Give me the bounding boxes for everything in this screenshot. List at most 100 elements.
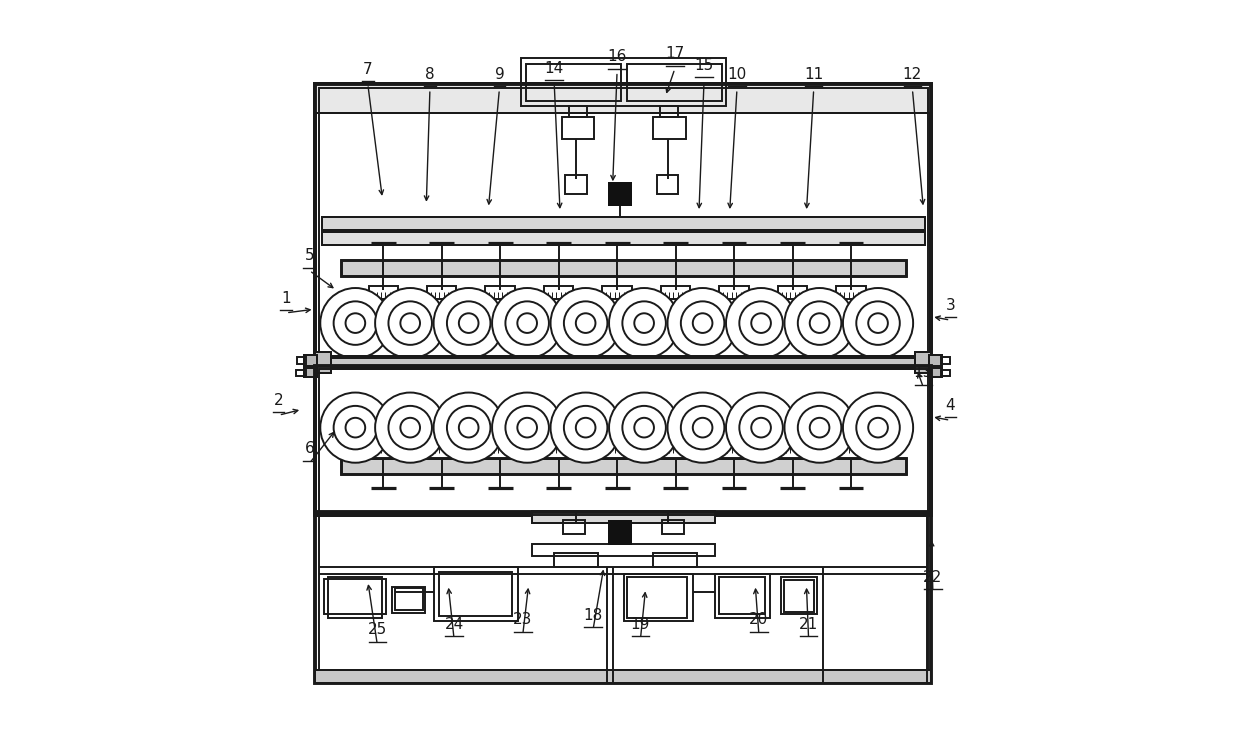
Circle shape — [693, 418, 713, 437]
Text: 16: 16 — [608, 49, 626, 64]
Text: 17: 17 — [665, 46, 684, 61]
Bar — [304, 355, 317, 366]
Bar — [532, 511, 715, 523]
Bar — [315, 84, 931, 113]
Bar — [321, 232, 925, 245]
Circle shape — [388, 406, 432, 450]
Bar — [315, 352, 331, 373]
Circle shape — [622, 301, 666, 345]
Circle shape — [857, 406, 900, 450]
Circle shape — [506, 406, 549, 450]
Bar — [315, 512, 931, 683]
Bar — [315, 84, 931, 366]
Bar — [304, 355, 317, 366]
Circle shape — [401, 314, 420, 333]
Bar — [836, 286, 866, 299]
Bar — [327, 577, 382, 618]
Text: 14: 14 — [544, 61, 564, 76]
Bar — [532, 544, 715, 556]
Bar — [321, 232, 925, 245]
Text: 20: 20 — [749, 612, 769, 627]
Bar — [527, 64, 621, 101]
Circle shape — [667, 288, 738, 358]
Bar — [304, 368, 317, 377]
Bar — [341, 458, 906, 474]
Text: 11: 11 — [804, 67, 823, 82]
Bar — [304, 368, 317, 377]
Circle shape — [785, 288, 854, 358]
Text: 4: 4 — [946, 398, 955, 413]
Circle shape — [575, 418, 595, 437]
Circle shape — [346, 314, 366, 333]
Circle shape — [751, 314, 771, 333]
Text: 3: 3 — [946, 298, 955, 313]
Circle shape — [517, 314, 537, 333]
Circle shape — [609, 288, 680, 358]
Circle shape — [843, 393, 913, 463]
Circle shape — [739, 301, 782, 345]
Bar — [434, 567, 517, 621]
Text: 2: 2 — [274, 393, 284, 408]
Bar — [521, 58, 725, 106]
Circle shape — [751, 418, 771, 437]
Circle shape — [739, 406, 782, 450]
Text: 8: 8 — [425, 67, 435, 82]
Text: 5: 5 — [305, 248, 314, 263]
Circle shape — [797, 301, 841, 345]
Bar — [554, 553, 598, 567]
Circle shape — [681, 301, 724, 345]
Circle shape — [459, 418, 479, 437]
Text: 21: 21 — [799, 616, 818, 632]
Circle shape — [434, 393, 503, 463]
Text: 1: 1 — [281, 290, 290, 306]
Text: 22: 22 — [924, 569, 942, 585]
Circle shape — [857, 301, 900, 345]
Circle shape — [401, 418, 420, 437]
Bar — [656, 175, 678, 194]
Bar — [368, 446, 398, 459]
Bar — [321, 217, 925, 230]
Bar — [296, 357, 306, 364]
Circle shape — [564, 301, 608, 345]
Bar — [486, 286, 515, 299]
Circle shape — [446, 301, 491, 345]
Bar — [315, 670, 931, 683]
Bar — [777, 446, 807, 459]
Bar — [315, 366, 931, 515]
Bar — [609, 182, 632, 206]
Bar — [319, 515, 928, 680]
Bar — [719, 446, 749, 459]
Circle shape — [785, 393, 854, 463]
Text: 24: 24 — [444, 616, 464, 632]
Bar — [661, 446, 691, 459]
Bar — [609, 520, 632, 545]
Text: 10: 10 — [728, 67, 746, 82]
Text: 15: 15 — [694, 58, 714, 73]
Bar — [532, 511, 715, 523]
Bar — [777, 286, 807, 299]
Bar — [627, 64, 723, 101]
Bar — [784, 580, 815, 612]
Bar — [719, 577, 765, 614]
Circle shape — [517, 418, 537, 437]
Bar — [915, 352, 931, 373]
Bar — [929, 368, 942, 377]
Text: 12: 12 — [903, 67, 923, 82]
Text: 23: 23 — [513, 612, 532, 627]
Circle shape — [551, 393, 621, 463]
Circle shape — [725, 288, 796, 358]
Bar — [315, 352, 331, 373]
Bar — [941, 357, 950, 364]
Bar — [569, 106, 587, 117]
Circle shape — [564, 406, 608, 450]
Circle shape — [506, 301, 549, 345]
Bar — [341, 260, 906, 276]
Circle shape — [459, 314, 479, 333]
Bar — [562, 117, 594, 139]
Bar — [321, 217, 925, 230]
Circle shape — [810, 418, 830, 437]
Text: 9: 9 — [495, 67, 505, 82]
Circle shape — [797, 406, 841, 450]
Text: 25: 25 — [368, 622, 387, 637]
Bar — [427, 446, 456, 459]
